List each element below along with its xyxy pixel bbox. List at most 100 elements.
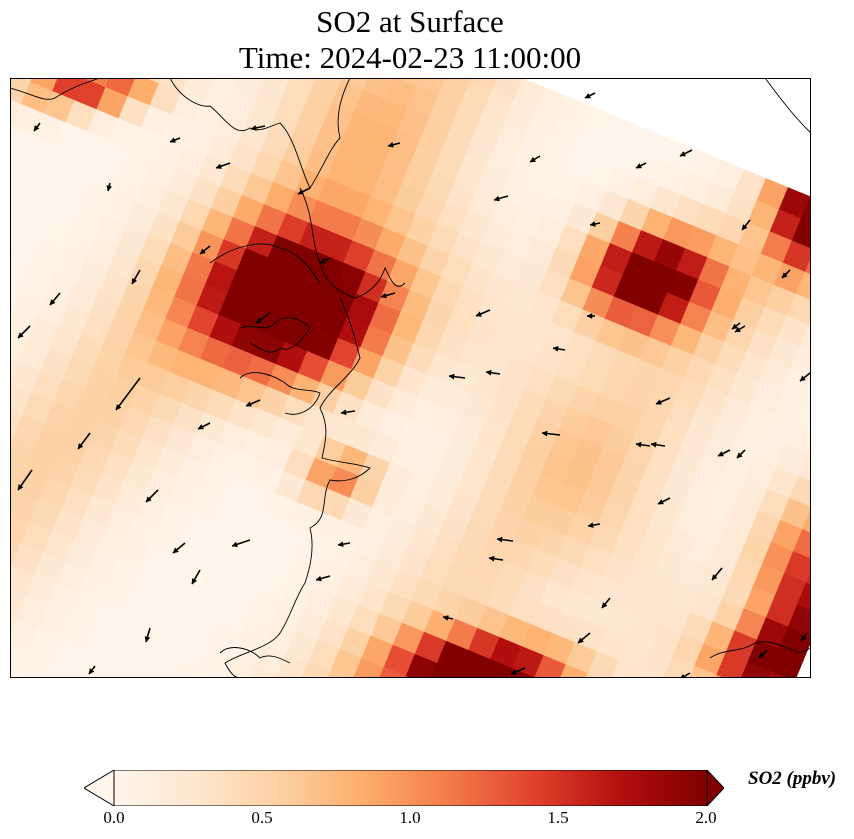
so2-cell bbox=[534, 655, 569, 678]
wind-arrow-head bbox=[442, 615, 449, 621]
colorbar-tick-2: 1.0 bbox=[399, 808, 421, 827]
so2-cell bbox=[585, 673, 599, 678]
colorbar-label: SO2 (ppbv) bbox=[748, 768, 837, 789]
so2-cell bbox=[200, 647, 237, 678]
wind-arrow-head bbox=[77, 443, 84, 450]
so2-cell bbox=[639, 647, 676, 678]
so2-cell bbox=[147, 651, 183, 678]
wind-arrow-head bbox=[529, 156, 536, 163]
so2-cell bbox=[120, 664, 152, 678]
wind-arrow-head bbox=[144, 636, 151, 643]
wind-arrow-head bbox=[49, 299, 56, 306]
wind-arrow-head bbox=[315, 575, 322, 582]
so2-cell bbox=[766, 670, 788, 678]
wind-arrow-head bbox=[387, 141, 394, 148]
wind-arrow-head bbox=[734, 326, 741, 333]
wind-arrow-head bbox=[197, 424, 204, 430]
so2-cell bbox=[224, 656, 259, 678]
so2-cell bbox=[689, 665, 720, 678]
coastline-layer bbox=[10, 78, 811, 678]
so2-cell bbox=[353, 657, 387, 678]
so2-cell bbox=[663, 656, 698, 678]
chart-title-line2: Time: 2024-02-23 11:00:00 bbox=[238, 40, 582, 75]
wind-arrow-head bbox=[488, 555, 495, 562]
colorbar-extend-low bbox=[84, 770, 115, 806]
colorbar-tick-1: 0.5 bbox=[251, 808, 273, 827]
wind-arrow-head bbox=[589, 221, 596, 227]
wind-arrow-head bbox=[496, 536, 503, 543]
so2-cell bbox=[456, 672, 474, 678]
so2-cell bbox=[457, 649, 494, 678]
wind-arrow-head bbox=[758, 652, 765, 659]
so2-cell bbox=[68, 668, 97, 678]
wind-arrow-head bbox=[800, 635, 807, 642]
so2-map bbox=[10, 78, 811, 678]
so2-cell bbox=[800, 507, 811, 537]
wind-arrow-head bbox=[191, 578, 198, 585]
so2-cell bbox=[740, 661, 773, 678]
wind-arrow-head bbox=[380, 292, 387, 299]
wind-arrow-head bbox=[587, 522, 594, 529]
wind-arrow-head bbox=[510, 669, 517, 675]
wind-arrow-head bbox=[601, 602, 608, 609]
colorbar-gradient bbox=[113, 770, 708, 806]
wind-arrow-head bbox=[231, 541, 238, 548]
so2-cell bbox=[715, 652, 751, 678]
wind-arrow-head bbox=[131, 278, 138, 285]
wind-arrow-head bbox=[448, 373, 455, 380]
wind-arrow-head bbox=[552, 345, 559, 352]
colorbar bbox=[84, 770, 724, 806]
wind-vector-layer bbox=[17, 92, 811, 678]
wind-arrow-head bbox=[657, 499, 664, 505]
colorbar-tick-0: 0.0 bbox=[103, 808, 125, 827]
colorbar-tick-3: 1.5 bbox=[547, 808, 569, 827]
wind-arrow-head bbox=[741, 224, 748, 231]
wind-arrow-head bbox=[199, 248, 206, 255]
wind-arrow-head bbox=[586, 313, 593, 319]
wind-arrow-head bbox=[475, 311, 482, 317]
wind-arrow-head bbox=[781, 272, 788, 279]
wind-arrow-head bbox=[319, 258, 326, 264]
so2-cell bbox=[379, 666, 409, 678]
wind-arrow-head bbox=[172, 547, 179, 554]
chart-title-line1: SO2 at Surface bbox=[316, 4, 504, 39]
wind-arrow-head bbox=[250, 125, 257, 131]
wind-arrow-head bbox=[169, 137, 176, 143]
colorbar-tick-4: 2.0 bbox=[695, 808, 717, 827]
wind-arrow-head bbox=[577, 637, 584, 644]
wind-arrow-head bbox=[340, 409, 347, 416]
wind-arrow-head bbox=[635, 441, 642, 448]
wind-arrow-head bbox=[717, 451, 724, 457]
wind-arrow-head bbox=[711, 574, 718, 581]
wind-arrow-head bbox=[215, 163, 222, 169]
so2-cell bbox=[768, 648, 805, 678]
wind-arrow-head bbox=[145, 496, 152, 503]
wind-arrow-head bbox=[17, 332, 24, 339]
so2-cell bbox=[249, 665, 281, 678]
so2-cell bbox=[802, 382, 811, 408]
so2-cell bbox=[198, 669, 223, 678]
wind-arrow-head bbox=[736, 452, 743, 459]
wind-arrow-head bbox=[17, 484, 24, 491]
so2-cell bbox=[327, 670, 348, 678]
so2-cell bbox=[17, 672, 35, 678]
wind-arrow-shaft bbox=[680, 672, 691, 678]
colorbar-extend-high bbox=[706, 770, 724, 806]
so2-cell bbox=[798, 324, 811, 356]
wind-arrow-head bbox=[541, 430, 548, 437]
so2-cell bbox=[430, 662, 463, 678]
wind-arrow-head bbox=[245, 401, 252, 407]
so2-cell bbox=[275, 652, 312, 678]
so2-cell bbox=[329, 648, 365, 678]
wind-arrow-head bbox=[106, 185, 113, 192]
so2-cell bbox=[560, 664, 591, 678]
so2-cell bbox=[43, 659, 77, 678]
wind-arrow-head bbox=[33, 125, 40, 132]
wind-arrow-head bbox=[584, 93, 591, 99]
wind-arrow-head bbox=[297, 189, 304, 195]
so2-cell bbox=[404, 653, 441, 678]
so2-cell bbox=[797, 453, 811, 485]
wind-arrow-head bbox=[88, 668, 95, 675]
wind-arrow-head bbox=[115, 404, 122, 411]
so2-cell bbox=[301, 661, 334, 678]
